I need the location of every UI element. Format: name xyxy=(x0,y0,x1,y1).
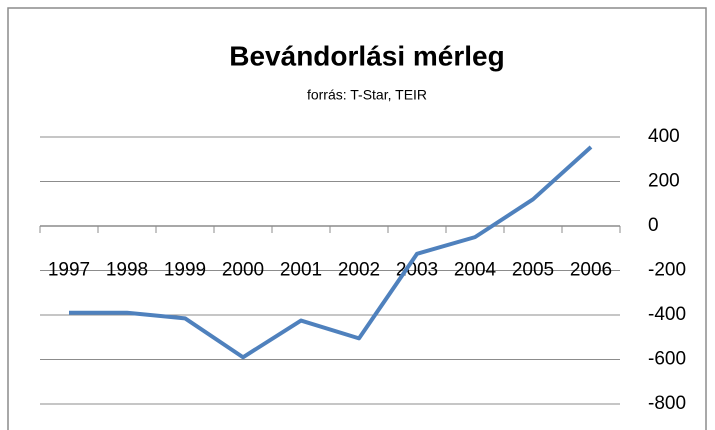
x-tick-label: 1997 xyxy=(48,260,90,281)
chart-subtitle: forrás: T-Star, TEIR xyxy=(307,87,427,103)
y-tick-label: 400 xyxy=(648,126,680,147)
y-tick-label: -800 xyxy=(648,393,686,414)
x-tick-label: 2005 xyxy=(512,260,554,281)
x-tick-label: 2006 xyxy=(570,260,612,281)
x-tick-label: 2003 xyxy=(396,260,438,281)
x-tick-label: 1999 xyxy=(164,260,206,281)
y-tick-label: -400 xyxy=(648,304,686,325)
x-tick-label: 1998 xyxy=(106,260,148,281)
x-tick-label: 2002 xyxy=(338,260,380,281)
x-tick-label: 2004 xyxy=(454,260,497,281)
y-tick-label: -600 xyxy=(648,349,686,370)
chart-title: Bevándorlási mérleg xyxy=(229,40,504,71)
x-tick-label: 2001 xyxy=(280,260,322,281)
x-tick-label: 2000 xyxy=(222,260,264,281)
y-tick-label: 0 xyxy=(648,215,659,236)
data-line xyxy=(69,145,593,360)
y-tick-label: 200 xyxy=(648,171,680,192)
y-tick-label: -200 xyxy=(648,260,686,281)
